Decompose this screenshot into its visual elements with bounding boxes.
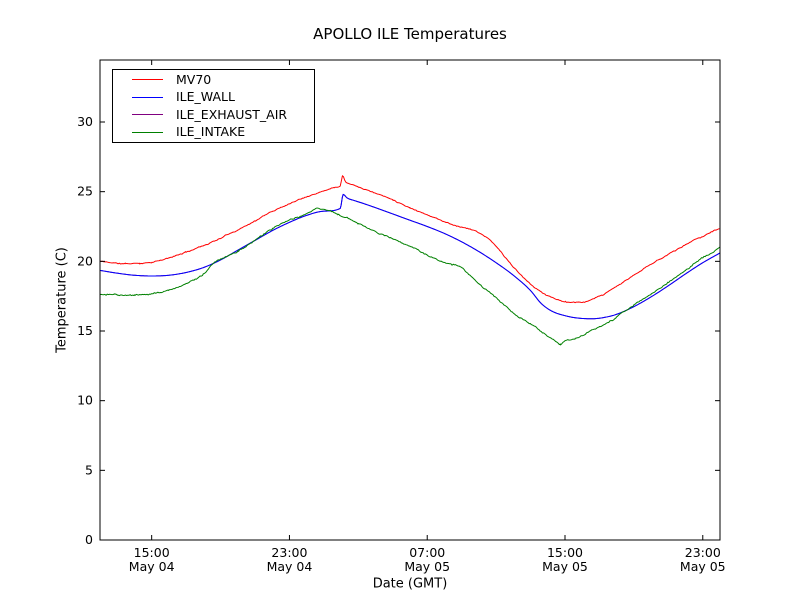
legend-line-sample: [132, 131, 163, 133]
series-line-mv70: [99, 175, 721, 304]
series-line-ile_exhaust_air: [99, 193, 721, 320]
legend-label: ILE_INTAKE: [176, 124, 246, 139]
x-tick-label-time: 15:00: [547, 545, 583, 560]
y-axis-label: Temperature (C): [54, 247, 70, 353]
y-tick-label: 25: [77, 184, 93, 199]
y-tick-label: 30: [77, 114, 93, 129]
legend-label: ILE_EXHAUST_AIR: [176, 106, 288, 122]
legend-item-ile_intake: ILE_INTAKE: [113, 124, 314, 142]
legend-item-ile_exhaust_air: ILE_EXHAUST_AIR: [113, 106, 314, 124]
x-tick-label-date: May 05: [404, 559, 450, 574]
y-tick-label: 15: [77, 323, 93, 338]
plot-area-border: [99, 59, 721, 541]
y-tick-label: 20: [77, 253, 93, 268]
legend-line-sample: [132, 96, 163, 98]
series-line-ile_wall: [99, 193, 721, 320]
x-tick-label-date: May 05: [542, 559, 588, 574]
y-tick-label: 5: [85, 462, 93, 477]
x-tick-label-time: 15:00: [134, 545, 170, 560]
chart-title: APOLLO ILE Temperatures: [313, 25, 507, 43]
legend: MV70 ILE_WALL ILE_EXHAUST_AIR ILE_INTAKE: [112, 69, 315, 143]
x-axis-label: Date (GMT): [372, 576, 448, 592]
x-tick-label-time: 07:00: [409, 545, 445, 560]
legend-label: MV70: [176, 71, 212, 87]
x-tick-label-time: 23:00: [685, 545, 721, 560]
y-tick-label: 10: [77, 393, 93, 408]
series-line-ile_intake: [99, 207, 721, 346]
y-tick-label: 0: [85, 532, 93, 547]
legend-label: ILE_WALL: [176, 89, 235, 104]
x-tick-label-date: May 05: [680, 559, 726, 574]
legend-line-sample: [132, 79, 163, 81]
legend-line-sample: [132, 114, 163, 116]
x-tick-label-date: May 04: [129, 559, 175, 574]
legend-item-ile_wall: ILE_WALL: [113, 89, 314, 107]
x-tick-label-date: May 04: [267, 559, 313, 574]
x-tick-label-time: 23:00: [271, 545, 307, 560]
legend-item-mv70: MV70: [113, 71, 314, 89]
